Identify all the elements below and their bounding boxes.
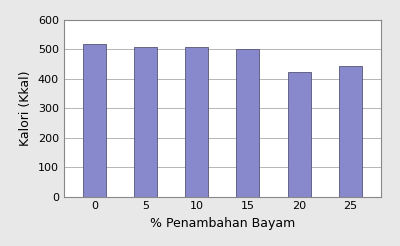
Bar (339, 66, 362, 197)
Bar (236, 48, 259, 197)
X-axis label: % Penambahan Bayam: % Penambahan Bayam (150, 217, 295, 230)
Bar (185, 46, 208, 197)
Bar (134, 46, 157, 197)
Y-axis label: Kalori (Kkal): Kalori (Kkal) (19, 71, 32, 146)
Bar (83, 44, 106, 197)
Bar (288, 72, 310, 197)
